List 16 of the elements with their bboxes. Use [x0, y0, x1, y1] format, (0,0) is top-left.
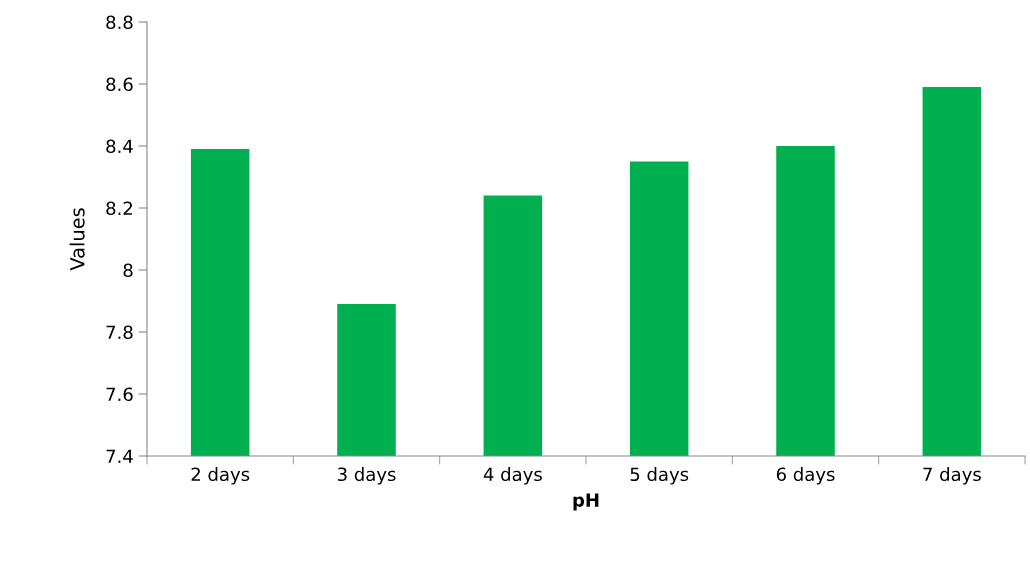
x-tick-label: 3 days	[337, 467, 396, 485]
y-tick-label: 8.8	[106, 15, 133, 30]
y-tick-label: 7.8	[106, 325, 133, 340]
x-axis-title: pH	[573, 493, 599, 511]
y-tick-label: 8	[123, 263, 133, 278]
y-axis-title: Values	[69, 208, 85, 271]
y-tick-label: 7.4	[106, 449, 133, 463]
x-tick-label: 4 days	[483, 467, 542, 485]
x-tick-label: 7 days	[923, 467, 981, 485]
y-tick-label: 8.4	[106, 139, 133, 154]
x-tick-label: 5 days	[630, 467, 689, 485]
x-tick-label: 2 days	[191, 467, 250, 485]
y-tick-label: 7.6	[106, 387, 133, 402]
x-tick-label: 6 days	[776, 467, 835, 485]
y-tick-label: 8.6	[106, 77, 133, 92]
y-tick-label: 8.2	[106, 201, 132, 216]
